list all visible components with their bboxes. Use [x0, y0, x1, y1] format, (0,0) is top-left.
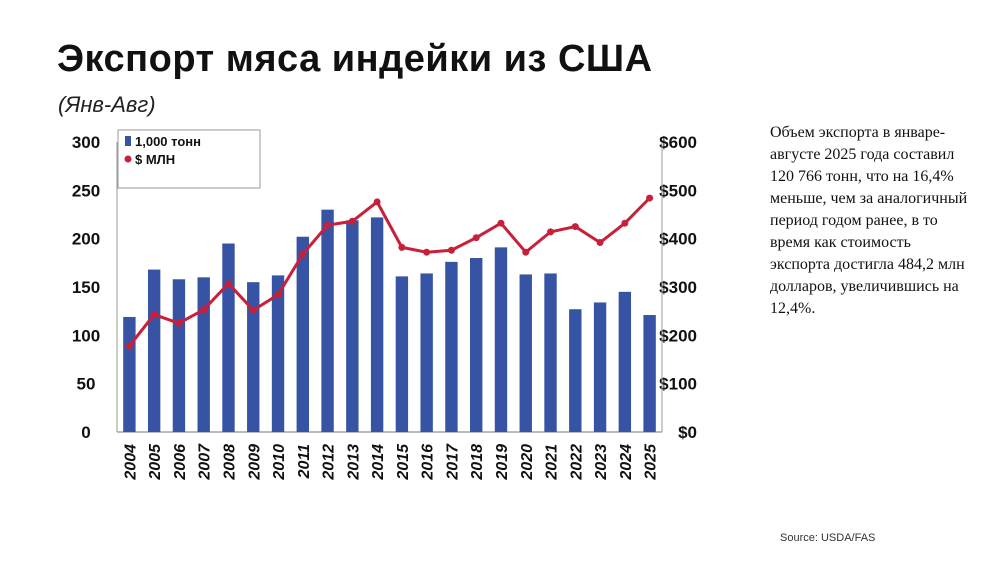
- left-axis-ticks: 0 50 100 150 200 250 300: [72, 133, 100, 442]
- x-tick-label: 2021: [544, 444, 561, 481]
- x-tick-label: 2013: [345, 444, 362, 481]
- line-point: [398, 243, 406, 251]
- x-tick-label: 2007: [197, 443, 214, 481]
- legend: 1,000 тонн $ МЛН: [117, 129, 261, 189]
- line-point: [621, 219, 629, 227]
- x-tick-label: 2015: [395, 443, 412, 481]
- left-tick-label: 0: [81, 423, 90, 442]
- line-point: [249, 306, 257, 314]
- left-tick-label: 150: [72, 278, 100, 297]
- bar: [123, 316, 136, 432]
- legend-line-label: $ МЛН: [135, 152, 175, 167]
- bar: [247, 282, 260, 432]
- line-series: [125, 194, 654, 350]
- line-point: [522, 248, 530, 256]
- bar: [346, 220, 359, 432]
- bar: [519, 274, 532, 432]
- right-tick-label: $400: [659, 230, 697, 249]
- bar: [544, 273, 557, 432]
- x-axis-ticks: 2004 2005 2006 2007 2008 2009 2010 2011 2012 2013…: [122, 443, 659, 481]
- right-axis-ticks: $0 $100 $200 $300 $400 $500 $600: [659, 133, 697, 442]
- chart-subtitle: (Янв-Авг): [58, 92, 156, 117]
- line-point: [299, 250, 307, 258]
- line-point: [571, 223, 579, 231]
- bar: [370, 217, 384, 432]
- right-tick-label: $300: [659, 278, 697, 297]
- x-tick-label: 2023: [593, 444, 610, 481]
- x-tick-label: 2014: [370, 444, 387, 481]
- x-tick-label: 2025: [643, 443, 660, 481]
- bar: [593, 302, 607, 432]
- right-tick-label: $500: [659, 181, 697, 200]
- line-point: [324, 221, 332, 229]
- bar: [420, 273, 433, 432]
- bar: [618, 291, 632, 432]
- x-tick-label: 2022: [568, 444, 585, 481]
- x-tick-label: 2006: [172, 444, 189, 481]
- left-tick-label: 300: [72, 133, 100, 152]
- x-tick-label: 2009: [246, 444, 263, 481]
- x-tick-label: 2008: [221, 444, 238, 481]
- right-tick-label: $100: [659, 375, 697, 394]
- line-point: [150, 311, 158, 319]
- legend-box: [117, 129, 261, 189]
- legend-bar-swatch: [125, 136, 131, 146]
- bar: [470, 258, 483, 432]
- left-tick-label: 50: [77, 375, 96, 394]
- x-tick-label: 2005: [147, 443, 164, 481]
- line-point: [646, 194, 654, 202]
- x-tick-label: 2012: [321, 444, 338, 481]
- right-tick-label: $0: [678, 423, 697, 442]
- bar: [643, 315, 656, 432]
- bar: [296, 236, 309, 432]
- left-tick-label: 250: [72, 181, 100, 200]
- x-tick-label: 2011: [296, 444, 313, 480]
- right-tick-label: $600: [659, 133, 697, 152]
- line-point: [224, 280, 232, 288]
- x-tick-label: 2004: [122, 444, 139, 481]
- line-point: [423, 248, 431, 256]
- line-point: [373, 198, 381, 206]
- line-point: [547, 228, 555, 236]
- bar: [147, 269, 161, 432]
- legend-line-swatch: [124, 155, 132, 163]
- line-point: [348, 217, 356, 225]
- bar: [494, 247, 508, 432]
- bar: [172, 279, 186, 432]
- description-text: Объем экспорта в январе-августе 2025 год…: [770, 124, 968, 317]
- bar: [321, 209, 334, 432]
- line-point: [497, 219, 505, 227]
- turkey-export-chart: 0 50 100 150 200 250 300 $0 $100 $200 $300 $400 $50…: [72, 129, 697, 481]
- left-tick-label: 100: [72, 326, 100, 345]
- line-point: [200, 306, 208, 314]
- x-tick-label: 2020: [519, 444, 536, 481]
- bar: [222, 243, 235, 432]
- bar: [445, 261, 458, 432]
- left-tick-label: 200: [72, 230, 100, 249]
- line-point: [175, 319, 183, 327]
- x-tick-label: 2017: [444, 443, 461, 481]
- x-tick-label: 2019: [494, 444, 511, 481]
- line-point: [596, 239, 604, 247]
- line-point: [125, 342, 133, 350]
- bar: [395, 276, 409, 432]
- chart-title: Экспорт мяса индейки из США: [57, 38, 653, 80]
- bar-series: [123, 209, 656, 432]
- bar: [271, 275, 285, 432]
- line-point: [447, 246, 455, 254]
- line-point: [472, 234, 480, 242]
- series-line: [128, 197, 651, 347]
- legend-bar-label: 1,000 тонн: [135, 134, 201, 149]
- x-tick-label: 2018: [469, 444, 486, 481]
- x-tick-label: 2024: [618, 444, 635, 481]
- bar: [197, 277, 210, 432]
- right-tick-label: $200: [659, 326, 697, 345]
- x-tick-label: 2016: [420, 444, 437, 481]
- line-point: [274, 291, 282, 299]
- bar: [569, 309, 582, 432]
- x-tick-label: 2010: [271, 444, 288, 481]
- source-note: Source: USDA/FAS: [780, 532, 876, 544]
